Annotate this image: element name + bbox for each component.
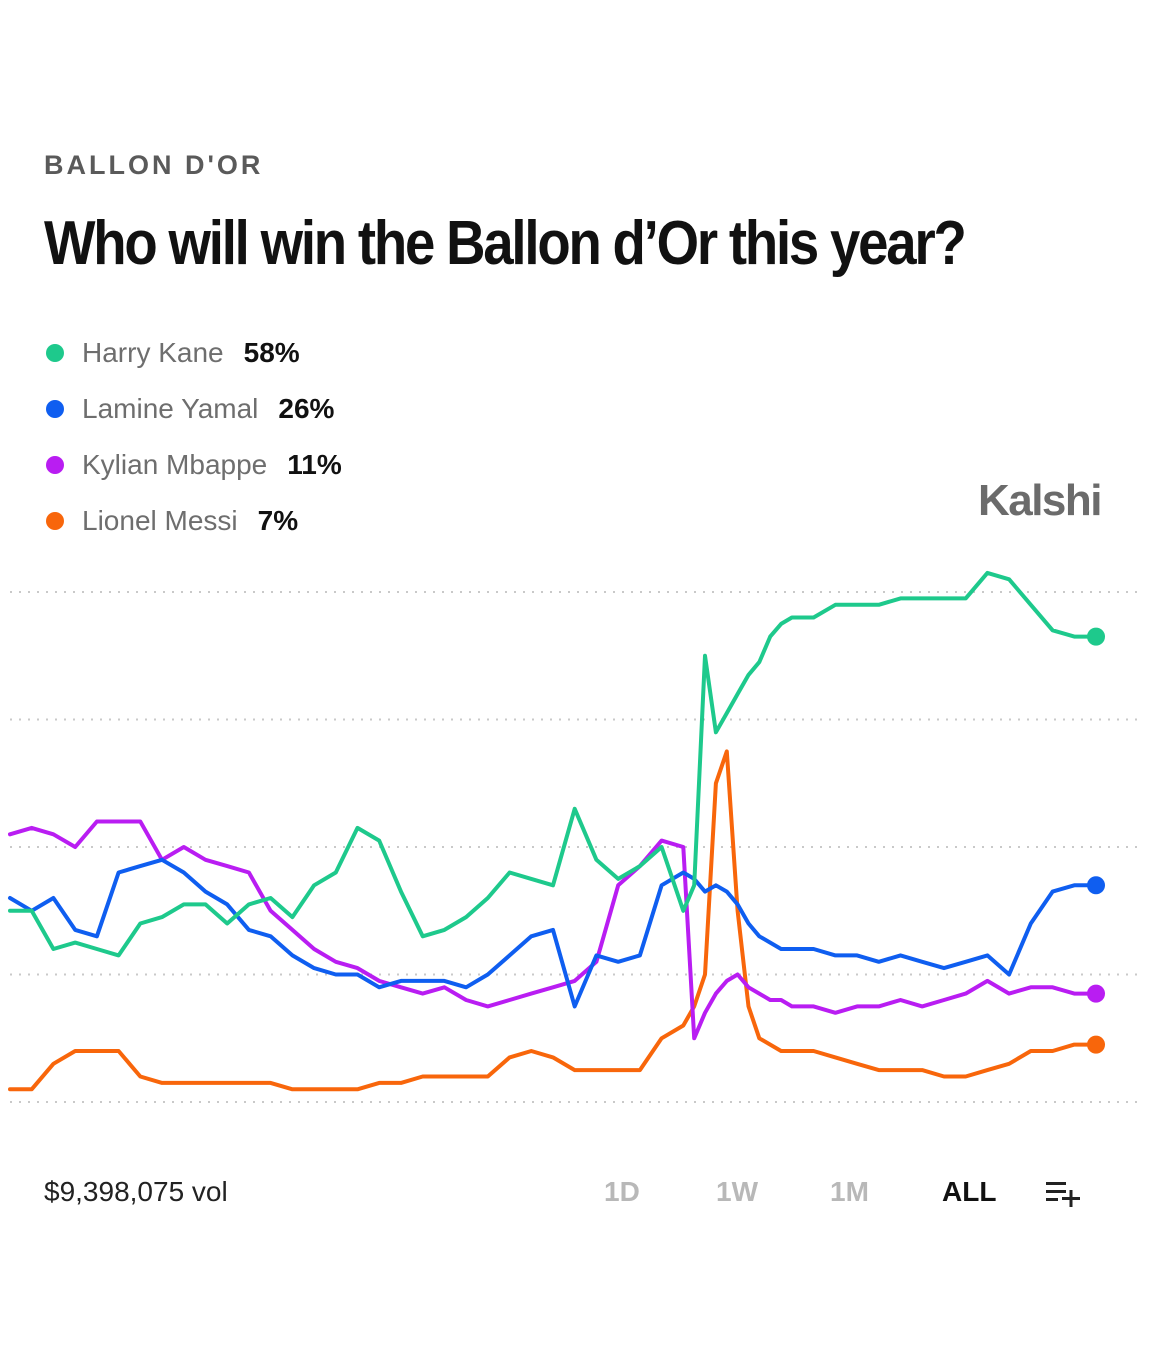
legend-dot-icon <box>46 512 64 530</box>
legend-dot-icon <box>46 400 64 418</box>
chart-footer: $9,398,075 vol 1D 1W 1M ALL <box>44 1172 1104 1216</box>
price-chart[interactable] <box>0 560 1155 1120</box>
legend-dot-icon <box>46 344 64 362</box>
market-category: BALLON D'OR <box>44 150 264 180</box>
chart-endpoints <box>1087 627 1105 1054</box>
time-range-selector: 1D 1W 1M ALL <box>604 1176 996 1208</box>
series-endpoint-lionel-messi <box>1087 1035 1105 1054</box>
range-all-button[interactable]: ALL <box>942 1176 997 1207</box>
series-endpoint-harry-kane <box>1087 627 1105 646</box>
legend: Harry Kane 58% Lamine Yamal 26% Kylian M… <box>44 325 342 549</box>
range-1d-button[interactable]: 1D <box>604 1176 640 1207</box>
volume-label: $9,398,075 vol <box>44 1176 228 1207</box>
series-line-harry-kane <box>8 570 1098 958</box>
legend-label: Lamine Yamal <box>82 393 259 424</box>
legend-value: 11% <box>287 449 342 480</box>
legend-value: 26% <box>278 393 335 424</box>
legend-label: Lionel Messi <box>82 505 238 536</box>
legend-item-harry-kane: Harry Kane 58% <box>44 325 342 381</box>
legend-item-lamine-yamal: Lamine Yamal 26% <box>44 381 342 437</box>
series-endpoint-kylian-mbappe <box>1087 984 1105 1003</box>
range-1w-button[interactable]: 1W <box>716 1176 758 1207</box>
range-1m-button[interactable]: 1M <box>830 1176 869 1207</box>
legend-item-lionel-messi: Lionel Messi 7% <box>44 493 342 549</box>
series-line-kylian-mbappe <box>8 819 1098 1041</box>
chart-grid <box>10 591 1140 1103</box>
playlist-add-icon[interactable] <box>1044 1176 1084 1210</box>
legend-item-kylian-mbappe: Kylian Mbappe 11% <box>44 437 342 493</box>
legend-label: Harry Kane <box>82 337 224 368</box>
brand-logo: Kalshi <box>977 476 1103 525</box>
series-line-lamine-yamal <box>8 857 1098 1009</box>
series-endpoint-lamine-yamal <box>1087 876 1105 895</box>
legend-dot-icon <box>46 456 64 474</box>
series-line-lionel-messi <box>8 749 1098 1092</box>
chart-series <box>8 570 1098 1092</box>
market-title: Who will win the Ballon d’Or this year? <box>44 209 967 278</box>
legend-value: 7% <box>257 505 299 536</box>
legend-value: 58% <box>243 337 300 368</box>
legend-label: Kylian Mbappe <box>82 449 268 480</box>
